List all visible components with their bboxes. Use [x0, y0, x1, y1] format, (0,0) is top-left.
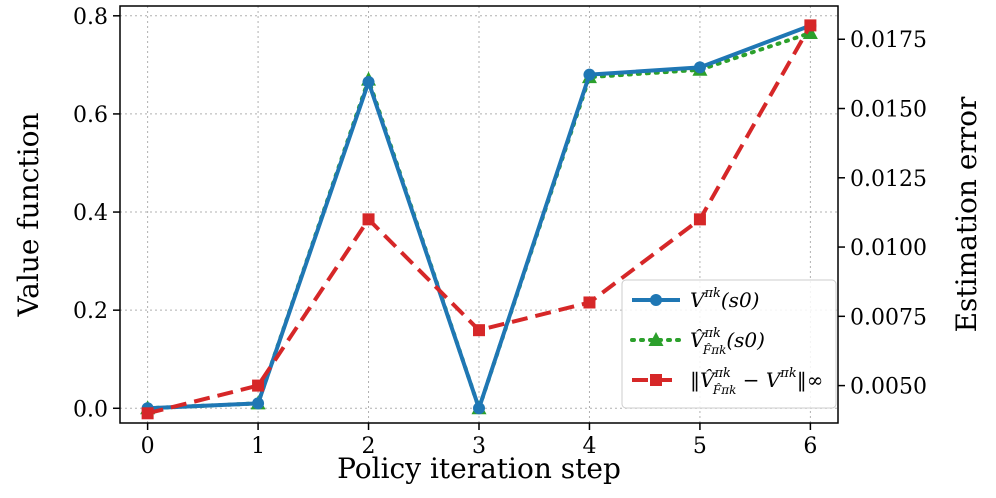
legend-swatch-marker [648, 332, 664, 346]
x-tick-label: 4 [582, 434, 596, 459]
x-tick-label: 3 [472, 434, 486, 459]
y-axis-left-title: Value function [12, 112, 45, 317]
series-3-point [141, 407, 154, 420]
x-axis-title: Policy iteration step [337, 452, 621, 485]
series-3-point [362, 213, 375, 226]
series-3-point [804, 19, 817, 32]
legend-entry-1: Vπk(s0) [632, 286, 759, 312]
legend: Vπk(s0) V̂πk F̂πk(s0) ‖V̂πk F̂πk − Vπk‖∞ [621, 279, 837, 409]
series-3-point [583, 296, 596, 309]
legend-label: Vπk(s0) [690, 286, 759, 312]
series-1-point [583, 68, 596, 81]
series-1-point [693, 61, 706, 74]
series-1-point [473, 402, 485, 415]
legend-label: V̂πk F̂πk(s0) [690, 326, 765, 357]
legend-label: ‖V̂πk F̂πk − Vπk‖∞ [690, 366, 823, 397]
y-right-tick-label: 0.0100 [850, 236, 927, 261]
series-1-point [252, 397, 265, 410]
series-3 [141, 19, 817, 420]
x-tick-label: 0 [141, 434, 155, 459]
series-3-point [693, 213, 706, 226]
legend-swatch-marker [650, 294, 662, 306]
x-tick-label: 2 [362, 434, 376, 459]
series-3-point [473, 324, 485, 337]
y-right-tick-label: 0.0050 [850, 375, 927, 400]
y-right-tick-label: 0.0150 [850, 98, 927, 123]
y-left-tick-label: 0.2 [73, 299, 108, 324]
y-axis-right: 0.0050 0.0075 0.0100 0.0125 0.0150 0.0175 [838, 28, 927, 400]
y-left-tick-label: 0.8 [73, 5, 108, 30]
x-axis: 0 1 2 3 4 5 6 [141, 423, 817, 459]
legend-box [621, 279, 837, 409]
x-tick-label: 1 [251, 434, 265, 459]
x-tick-label: 6 [803, 434, 817, 459]
legend-entry-3: ‖V̂πk F̂πk − Vπk‖∞ [632, 366, 823, 397]
x-tick-label: 5 [693, 434, 707, 459]
y-left-tick-label: 0.0 [73, 397, 108, 422]
y-axis-left: 0.0 0.2 0.4 0.6 0.8 [73, 5, 120, 422]
series-2-point [802, 24, 818, 39]
y-right-tick-label: 0.0075 [850, 305, 927, 330]
y-right-tick-label: 0.0175 [850, 28, 927, 53]
series-3-point [252, 379, 265, 392]
series-layer [140, 19, 818, 420]
legend-entry-2: V̂πk F̂πk(s0) [630, 326, 765, 357]
y-left-tick-label: 0.4 [73, 201, 108, 226]
series-1-point [362, 76, 375, 89]
y-axis-right-title: Estimation error [950, 96, 983, 332]
y-left-tick-label: 0.6 [73, 103, 108, 128]
y-right-tick-label: 0.0125 [850, 167, 927, 192]
legend-swatch-marker [650, 374, 662, 386]
